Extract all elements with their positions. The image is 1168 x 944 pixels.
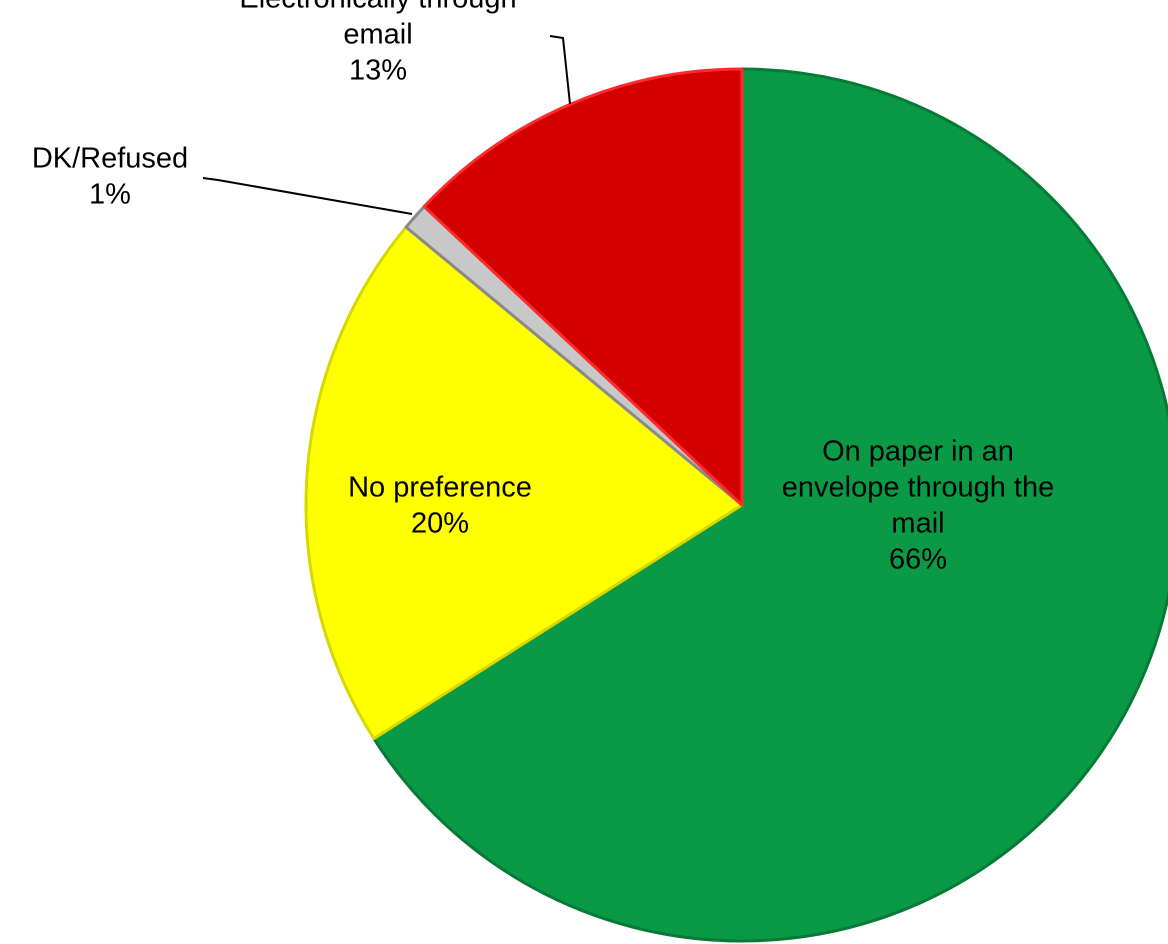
- slice-label-dk-refused: DK/Refused 1%: [32, 143, 188, 211]
- leader-line-dk-refused: [202, 177, 413, 215]
- category-label-paper-mail: envelope through the: [782, 472, 1055, 504]
- category-label-email: email: [343, 19, 412, 51]
- data-label-percent-paper-mail: 66%: [889, 544, 947, 576]
- category-label-paper-mail: mail: [891, 508, 944, 540]
- labels-layer: On paper in an envelope through the mail 66…: [32, 0, 1054, 576]
- category-label-email: Electronically through: [239, 0, 516, 15]
- slices-layer: [304, 67, 1168, 943]
- pie-slice-email: [422, 67, 744, 507]
- category-label-no-preference: No preference: [348, 472, 532, 504]
- leader-lines-layer: [202, 35, 571, 215]
- category-label-paper-mail: On paper in an: [822, 436, 1014, 468]
- slice-label-email: Electronically through email 13%: [239, 0, 516, 87]
- pie-slice-paper-mail: [372, 67, 1168, 943]
- leader-line-email: [549, 35, 571, 105]
- category-label-dk-refused: DK/Refused: [32, 143, 188, 175]
- slice-label-no-preference: No preference 20%: [348, 472, 532, 540]
- data-label-percent-no-preference: 20%: [411, 508, 469, 540]
- slice-label-paper-mail: On paper in an envelope through the mail 66…: [782, 436, 1055, 576]
- data-label-percent-dk-refused: 1%: [89, 179, 131, 211]
- data-label-percent-email: 13%: [349, 55, 407, 87]
- pie-slice-no-preference: [304, 225, 744, 741]
